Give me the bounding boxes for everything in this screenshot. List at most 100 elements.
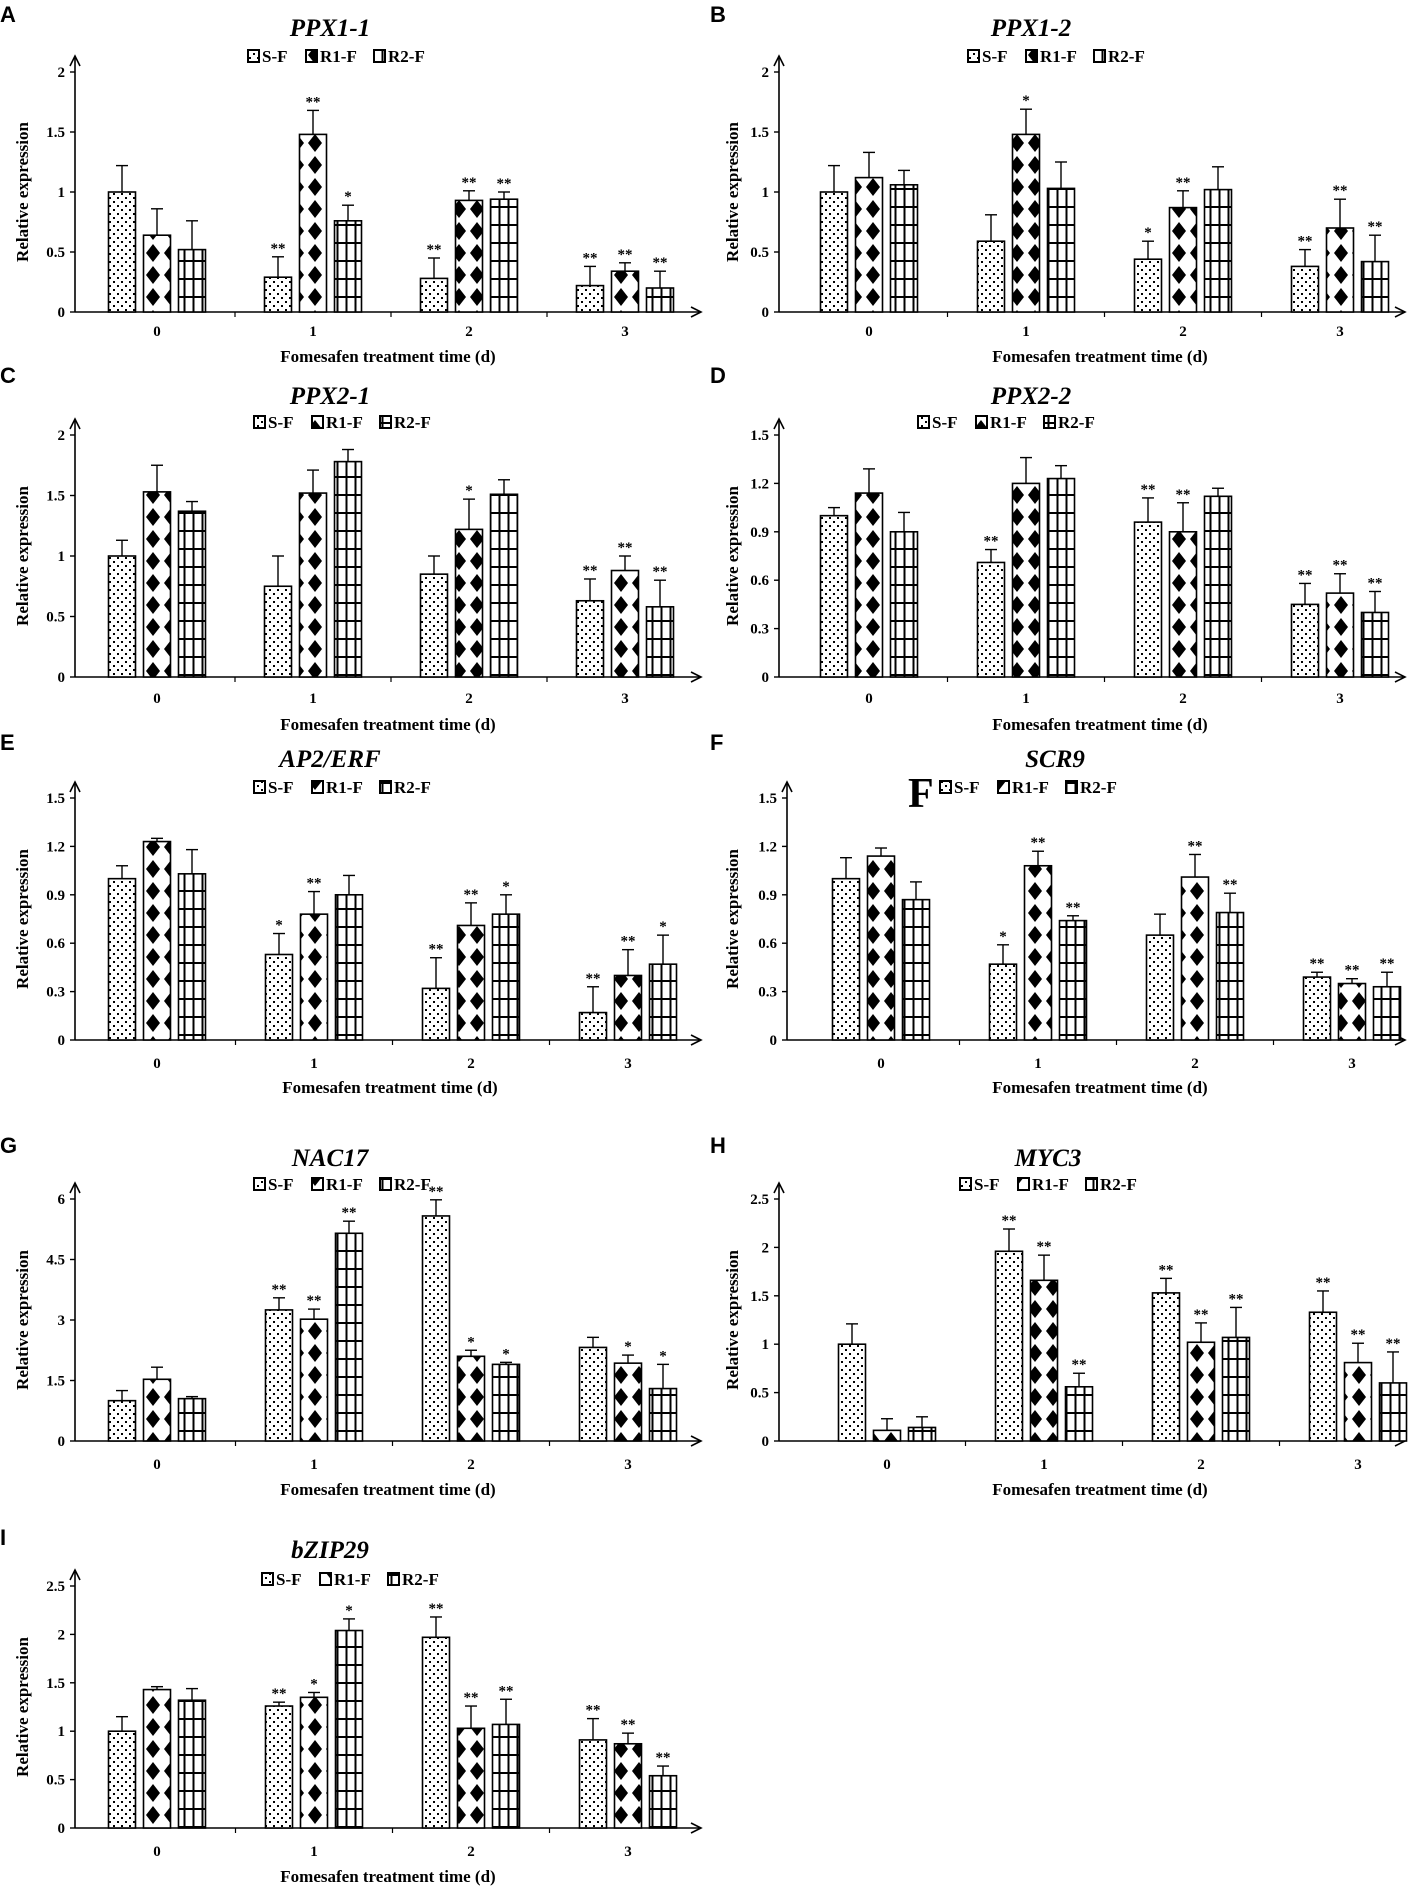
bar: [1325, 592, 1355, 678]
chart-panel-f: F SCR9 F S-F R1-F R2-F 0 0.3 0.6 0.9 1.2 1.5 Relativ…: [710, 730, 1407, 1097]
y-tick-label: 0.6: [46, 936, 65, 952]
y-tick-label: 1.5: [46, 1374, 65, 1390]
y-tick-label: 2: [58, 1627, 66, 1643]
chart-panel-a: A PPX1-1S-F R1-F R2-F 0 0.5 1 1.5 2 Relative expr…: [0, 2, 703, 366]
legend-swatch-dotted-pattern-icon: [917, 415, 930, 429]
y-tick-label: 0: [58, 1821, 66, 1837]
y-tick-label: 1.2: [46, 839, 65, 855]
x-tick-label: 0: [153, 691, 161, 707]
bar: [575, 599, 605, 678]
legend-label: R1-F: [1012, 778, 1049, 797]
y-axis-title: Relative expression: [13, 1636, 32, 1776]
legend-swatch-grid-pattern-icon: [1065, 780, 1078, 794]
y-tick-label: 1: [58, 185, 66, 201]
bar: [107, 1730, 137, 1829]
bar: [645, 287, 675, 313]
legend-swatch-diamond-pattern-icon: [975, 415, 988, 429]
bar: [1011, 133, 1041, 313]
bar: [1215, 911, 1245, 1041]
y-tick-label: 6: [58, 1192, 66, 1208]
y-tick-label: 2: [762, 1240, 770, 1256]
y-axis-arrow-icon: [69, 1181, 81, 1194]
panel-letter: D: [710, 363, 726, 388]
legend-swatch-grid-pattern-icon: [373, 49, 386, 63]
legend: S-F R1-F R2-F: [253, 1175, 431, 1194]
bar: [107, 1399, 137, 1442]
y-tick-label: 2: [762, 65, 770, 81]
panel-letter: C: [0, 363, 16, 388]
legend-swatch-grid-pattern-icon: [1085, 1177, 1098, 1191]
chart-panel-d: D PPX2-2 S-F R1-F R2-F 0 0.3 0.6 0.9 1.2 1.5 Relati…: [710, 363, 1407, 734]
bar: [819, 191, 849, 313]
bar: [1058, 919, 1088, 1041]
bar: [1046, 187, 1076, 313]
x-tick-label: 1: [1040, 1457, 1048, 1473]
x-tick-label: 3: [624, 1457, 632, 1473]
bar: [491, 1723, 521, 1829]
legend-label: R1-F: [320, 47, 357, 66]
chart-panel-b: B PPX1-2 S-F R1-F R2-F 0 0.5 1 1.5 2 Relative expr…: [710, 2, 1407, 366]
significance-label: *: [345, 1603, 353, 1619]
bar: [299, 1696, 329, 1829]
bar: [578, 1739, 608, 1829]
x-tick-label: 0: [153, 1457, 161, 1473]
significance-label: **: [621, 934, 636, 950]
bar: [421, 1636, 451, 1829]
significance-label: *: [659, 919, 667, 935]
x-tick-label: 2: [1197, 1457, 1205, 1473]
bar: [334, 1232, 364, 1442]
bar: [142, 1378, 172, 1442]
y-tick-label: 0: [58, 1434, 66, 1450]
chart-panel-g: G NAC17 S-F R1-F R2-F 0 1.5 3 4.5 6 Relative expre…: [0, 1133, 703, 1499]
x-tick-label: 1: [310, 1457, 318, 1473]
bar: [610, 270, 640, 313]
significance-label: **: [342, 1205, 357, 1221]
bar: [648, 963, 678, 1041]
bar: [1064, 1385, 1094, 1442]
legend-label: R2-F: [388, 47, 425, 66]
bar: [1168, 206, 1198, 313]
bar: [613, 1742, 643, 1829]
significance-label: **: [1316, 1275, 1331, 1291]
chart-title: PPX1-2: [990, 15, 1072, 42]
bar: [1151, 1292, 1181, 1442]
bar: [491, 913, 521, 1041]
x-tick-label: 0: [153, 1844, 161, 1860]
x-tick-label: 1: [310, 1844, 318, 1860]
y-tick-label: 0.3: [46, 985, 65, 1001]
bar: [1337, 982, 1367, 1041]
y-axis-title: Relative expression: [13, 848, 32, 988]
x-axis-title: Fomesafen treatment time (d): [992, 1480, 1207, 1499]
x-tick-label: 3: [1354, 1457, 1362, 1473]
legend-label: S-F: [954, 778, 980, 797]
bar: [491, 1363, 521, 1442]
panel-letter: I: [0, 1525, 6, 1550]
bar: [1133, 521, 1163, 678]
significance-label: **: [583, 563, 598, 579]
bar: [489, 198, 519, 313]
bar: [419, 277, 449, 313]
y-tick-label: 0.9: [758, 888, 777, 904]
bar: [177, 1699, 207, 1829]
significance-label: **: [1345, 963, 1360, 979]
x-tick-label: 2: [465, 324, 473, 340]
significance-label: **: [586, 971, 601, 987]
y-tick-label: 0.6: [750, 573, 769, 589]
significance-label: **: [1223, 877, 1238, 893]
bar: [1221, 1336, 1251, 1442]
bar: [333, 460, 363, 678]
y-tick-label: 0: [58, 305, 66, 321]
chart-title: PPX2-1: [289, 383, 371, 410]
bar: [988, 963, 1018, 1041]
significance-label: **: [464, 1690, 479, 1706]
legend: S-F R1-F R2-F: [253, 778, 431, 797]
y-tick-label: 1.5: [46, 125, 65, 141]
legend-swatch-dotted-pattern-icon: [939, 780, 952, 794]
legend-label: R2-F: [394, 1175, 431, 1194]
significance-label: **: [1368, 219, 1383, 235]
significance-label: **: [307, 1293, 322, 1309]
bar: [1023, 864, 1053, 1041]
x-tick-label: 2: [467, 1056, 475, 1072]
legend-label: R2-F: [394, 413, 431, 432]
